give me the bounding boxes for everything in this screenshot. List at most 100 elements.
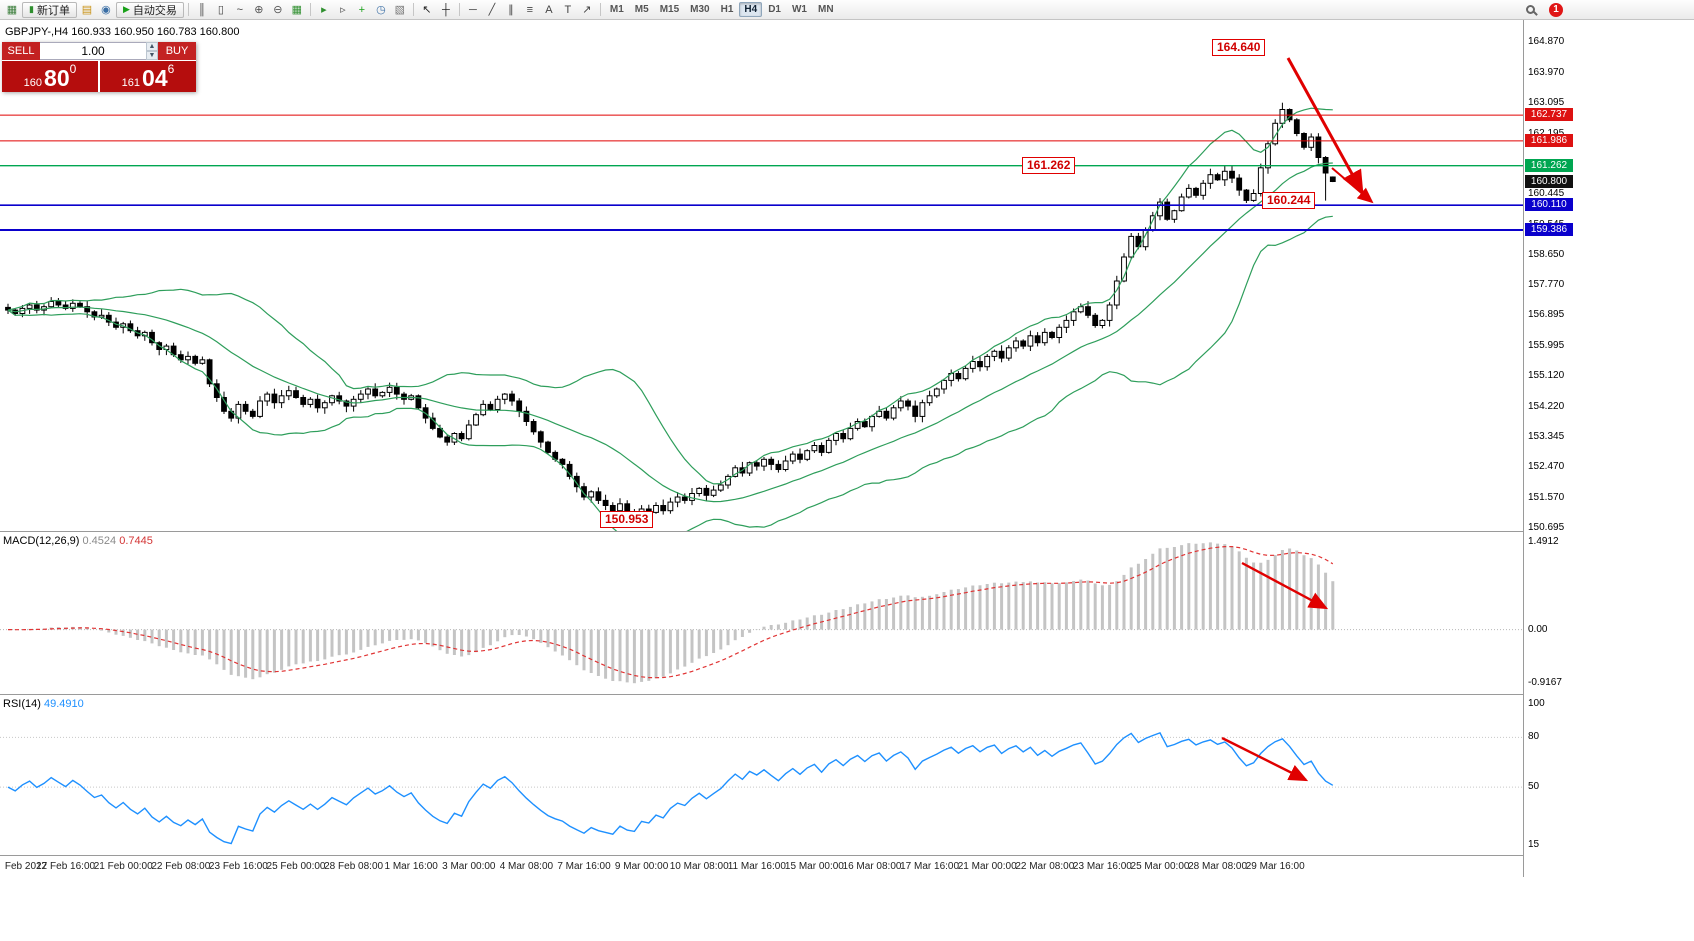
new-order-icon: ▮ <box>29 4 34 14</box>
time-axis-label: 22 Mar 08:00 <box>1015 861 1075 872</box>
timeframe-h4-button[interactable]: H4 <box>739 2 763 17</box>
price-axis-label: 158.650 <box>1528 249 1565 261</box>
time-axis-label: 15 Mar 00:00 <box>784 861 844 872</box>
crosshair-icon[interactable]: ┼ <box>441 3 450 16</box>
price-axis-label: 160.445 <box>1528 187 1565 199</box>
time-axis-label: 3 Mar 00:00 <box>442 861 496 872</box>
templates-icon[interactable]: ▧ <box>394 3 406 16</box>
periods-icon[interactable]: ◷ <box>376 3 386 16</box>
price-axis-label: 150.695 <box>1528 522 1565 533</box>
text-label-icon[interactable]: T <box>564 3 572 16</box>
fibonacci-icon[interactable]: ≡ <box>526 3 534 16</box>
toolbar-separator <box>309 3 311 16</box>
ohlc-header: GBPJPY-,H4 160.933 160.950 160.783 160.8… <box>5 26 240 38</box>
time-axis-label: 4 Mar 08:00 <box>499 861 554 872</box>
buy-price-prefix: 161 <box>121 77 141 89</box>
sell-button[interactable]: SELL <box>2 42 40 60</box>
auto-scroll-icon[interactable]: ▸ <box>321 3 327 16</box>
macd-chart[interactable] <box>0 532 1523 694</box>
time-axis[interactable]: Feb 2022 17 Feb 16:00 21 Feb 00:00 22 Feb 0… <box>0 855 1523 877</box>
timeframe-toolbar: M1 M5 M15 M30 H1 H4 D1 W1 MN <box>605 2 839 17</box>
buy-price-main: 04 <box>142 65 168 91</box>
price-axis[interactable]: 164.870163.970163.095162.195160.445159.5… <box>1523 20 1694 877</box>
price-axis-label: 153.345 <box>1528 431 1565 443</box>
trendline-icon[interactable]: ╱ <box>488 3 496 16</box>
buy-price-button[interactable]: 161 04 6 <box>100 61 196 92</box>
time-axis-label: 1 Mar 16:00 <box>384 861 438 872</box>
search-icon[interactable] <box>1521 2 1539 18</box>
time-axis-label: 28 Mar 08:00 <box>1188 861 1248 872</box>
cursor-icon[interactable]: ↖ <box>422 3 432 16</box>
macd-name: MACD(12,26,9) <box>3 535 80 547</box>
rsi-value: 49.4910 <box>43 698 84 710</box>
price-axis-label: 156.895 <box>1528 309 1565 321</box>
new-chart-icon[interactable]: ▦ <box>6 3 18 16</box>
timeframe-m5-button[interactable]: M5 <box>634 4 649 15</box>
price-tag-159.386: 159.386 <box>1525 223 1573 236</box>
main-chart-area[interactable]: GBPJPY-,H4 160.933 160.950 160.783 160.8… <box>0 20 1523 531</box>
volume-spinner: ▲ ▼ <box>146 42 158 60</box>
arrows-objects-icon[interactable]: ↗ <box>582 3 592 16</box>
time-axis-label: 23 Feb 16:00 <box>208 861 268 872</box>
zoom-out-icon[interactable]: ⊖ <box>273 3 283 16</box>
sell-price-button[interactable]: 160 80 0 <box>2 61 98 92</box>
macd-label: MACD(12,26,9) 0.4524 0.7445 <box>3 535 153 547</box>
timeframe-d1-button[interactable]: D1 <box>768 4 781 15</box>
profiles-icon[interactable]: ◉ <box>101 3 111 16</box>
price-axis-label: 155.120 <box>1528 370 1565 382</box>
buy-button[interactable]: BUY <box>158 42 196 60</box>
price-axis-label: 151.570 <box>1528 492 1565 503</box>
buy-price-pip: 6 <box>167 62 175 76</box>
macd-panel[interactable]: MACD(12,26,9) 0.4524 0.7445 <box>0 531 1523 694</box>
toolbar-separator <box>187 3 189 16</box>
timeframe-mn-button[interactable]: MN <box>817 4 834 15</box>
price-tag-160.800: 160.800 <box>1525 174 1573 188</box>
rsi-label: RSI(14) 49.4910 <box>3 698 84 710</box>
timeframe-m1-button[interactable]: M1 <box>609 4 624 15</box>
history-data-icon[interactable]: ▤ <box>81 3 93 16</box>
timeframe-w1-button[interactable]: W1 <box>791 4 807 15</box>
indicators-icon[interactable]: + <box>358 3 366 16</box>
rsi-chart[interactable] <box>0 695 1523 855</box>
time-axis-label: Feb 2022 <box>4 861 48 872</box>
main-toolbar: ▦ ▮ 新订单 ▤ ◉ ▶ 自动交易 ║ ▯ ~ ⊕ ⊖ ▦ ▸ ▹ + ◷ ▧ ↖ ┼ ─ ╱ ∥ ≡ A T ↗ M1 M5 M15… <box>0 0 1694 20</box>
line-chart-icon[interactable]: ~ <box>236 3 244 16</box>
time-axis-label: 25 Feb 00:00 <box>266 861 326 872</box>
timeframe-h1-button[interactable]: H1 <box>720 4 734 15</box>
time-axis-label: 16 Mar 08:00 <box>842 861 902 872</box>
zoom-in-icon[interactable]: ⊕ <box>254 3 264 16</box>
toolbar-separator <box>412 3 414 16</box>
horizontal-line-icon[interactable]: ─ <box>468 3 477 16</box>
volume-input[interactable] <box>40 44 146 58</box>
toolbar-separator <box>599 3 601 16</box>
rsi-panel[interactable]: RSI(14) 49.4910 <box>0 694 1523 855</box>
time-axis-label: 23 Mar 16:00 <box>1072 861 1132 872</box>
price-axis-label: 154.220 <box>1528 401 1565 413</box>
time-axis-label: 29 Mar 16:00 <box>1245 861 1305 872</box>
volume-up-icon[interactable]: ▲ <box>146 42 158 51</box>
candlestick-chart-icon[interactable]: ▯ <box>217 3 224 16</box>
tile-windows-icon[interactable]: ▦ <box>291 3 303 16</box>
timeframe-m15-button[interactable]: M15 <box>659 4 680 15</box>
bar-chart-icon[interactable]: ║ <box>197 3 206 16</box>
price-axis-label: 157.770 <box>1528 279 1565 291</box>
price-axis-label: 164.870 <box>1528 36 1565 47</box>
notification-badge[interactable]: 1 <box>1549 2 1563 17</box>
macd-axis-label: 1.4912 <box>1528 536 1559 548</box>
volume-down-icon[interactable]: ▼ <box>146 51 158 60</box>
chart-shift-icon[interactable]: ▹ <box>340 3 346 16</box>
price-axis-label: 163.095 <box>1528 96 1565 108</box>
toolbar-items: ▦ ▮ 新订单 ▤ ◉ ▶ 自动交易 ║ ▯ ~ ⊕ ⊖ ▦ ▸ ▹ + ◷ ▧ ↖ ┼ ─ ╱ ∥ ≡ A T ↗ <box>3 1 604 18</box>
text-icon[interactable]: A <box>545 3 553 16</box>
price-tag-161.262: 161.262 <box>1525 158 1573 172</box>
autotrading-button[interactable]: ▶ 自动交易 <box>115 1 184 18</box>
sell-price-prefix: 160 <box>23 77 43 89</box>
time-axis-label: 21 Feb 00:00 <box>93 861 153 872</box>
main-chart[interactable] <box>0 20 1523 531</box>
new-order-button[interactable]: ▮ 新订单 <box>22 1 77 18</box>
timeframe-m30-button[interactable]: M30 <box>690 4 710 15</box>
time-axis-label: 22 Feb 08:00 <box>151 861 211 872</box>
equidistant-channel-icon[interactable]: ∥ <box>508 3 514 16</box>
time-axis-label: 21 Mar 00:00 <box>957 861 1017 872</box>
